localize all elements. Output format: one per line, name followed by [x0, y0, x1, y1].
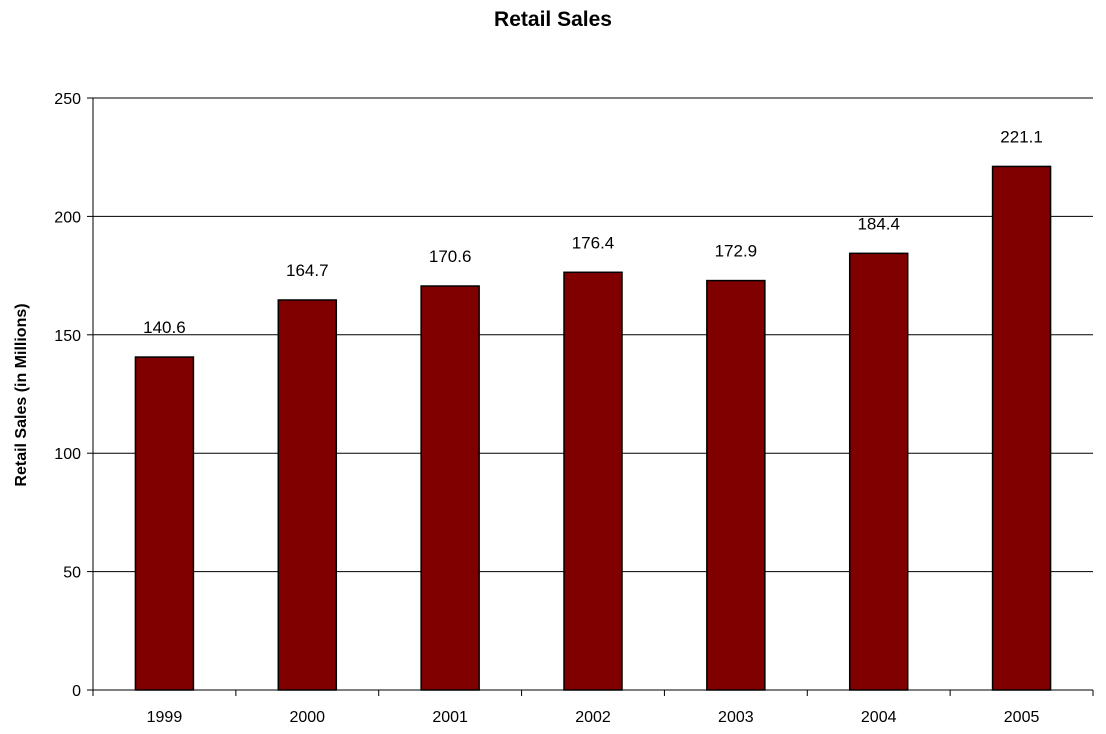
y-tick-label: 100	[54, 446, 81, 463]
chart-title: Retail Sales	[494, 8, 612, 31]
y-tick-label: 50	[63, 565, 81, 582]
tick-labels: 0 50 100 150 200 250 1999 2000 2001 2002 2003 2004 2…	[54, 91, 1039, 726]
bar	[706, 279, 766, 691]
data-label: 184.4	[857, 214, 900, 233]
data-label: 172.9	[715, 242, 758, 261]
data-label: 170.6	[429, 247, 472, 266]
bar	[991, 165, 1052, 691]
data-labels: 140.6 164.7 170.6 176.4 172.9 184.4 221.1	[143, 127, 1043, 337]
bar	[848, 252, 909, 691]
x-tick-label: 2005	[1004, 709, 1040, 726]
x-tick-label: 2003	[718, 709, 754, 726]
x-tick-label: 2002	[575, 709, 611, 726]
y-axis-title: Retail Sales (in Millions)	[13, 303, 30, 486]
x-tick-label: 1999	[147, 709, 183, 726]
y-tick-label: 150	[54, 328, 81, 345]
bar	[134, 356, 195, 691]
data-label: 164.7	[286, 261, 329, 280]
y-tick-label: 250	[54, 91, 81, 108]
data-label: 176.4	[572, 233, 615, 252]
data-label: 140.6	[143, 318, 186, 337]
x-tick-label: 2000	[289, 709, 325, 726]
x-tick-label: 2001	[432, 709, 468, 726]
y-tick-label: 200	[54, 209, 81, 226]
x-tick-label: 2004	[861, 709, 897, 726]
y-tick-label: 0	[72, 683, 81, 700]
bar	[563, 271, 623, 691]
data-label: 221.1	[1000, 127, 1043, 146]
bar	[277, 299, 338, 691]
bar	[420, 285, 480, 691]
bars	[134, 165, 1052, 691]
